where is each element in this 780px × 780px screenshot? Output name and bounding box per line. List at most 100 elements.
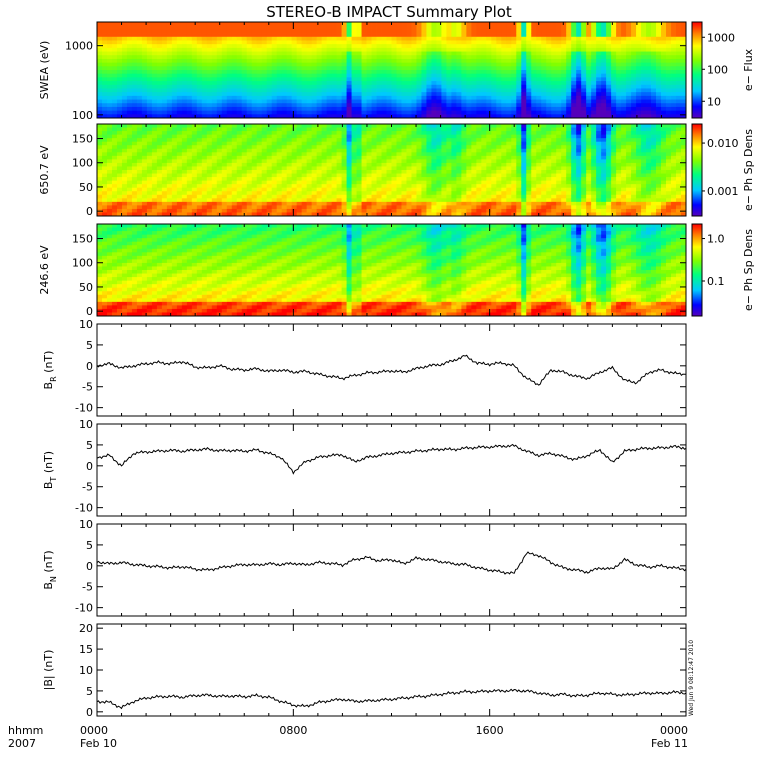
heatmap-cell [336, 33, 342, 38]
heatmap-cell [411, 73, 417, 78]
heatmap-cell [371, 162, 377, 167]
heatmap-cell [181, 36, 188, 41]
heatmap-cell [161, 141, 168, 146]
heatmap-cell [391, 184, 397, 189]
heatmap-cell [501, 103, 507, 108]
heatmap-cell [97, 212, 103, 217]
heatmap-cell [346, 95, 352, 100]
heatmap-cell [191, 194, 198, 199]
heatmap-cell [386, 40, 392, 45]
heatmap-cell [156, 55, 163, 60]
heatmap-cell [191, 131, 198, 136]
heatmap-cell [111, 106, 118, 112]
heatmap-cell [351, 166, 357, 171]
heatmap-cell [341, 212, 347, 217]
heatmap-cell [636, 33, 642, 38]
heatmap-cell [371, 131, 377, 136]
heatmap-cell [621, 110, 627, 115]
heatmap-cell [631, 33, 637, 38]
heatmap-cell [401, 127, 407, 132]
heatmap-cell [511, 29, 517, 34]
heatmap-cell [621, 88, 627, 93]
heatmap-cell [206, 138, 213, 143]
heatmap-cell [121, 40, 128, 45]
heatmap-cell [326, 145, 332, 150]
heatmap-cell [236, 124, 243, 128]
heatmap-cell [136, 114, 143, 119]
heatmap-cell [366, 62, 372, 67]
heatmap-cell [371, 106, 377, 112]
heatmap-cell [406, 145, 412, 150]
heatmap-cell [626, 47, 632, 52]
heatmap-cell [351, 205, 357, 210]
heatmap-cell [446, 177, 452, 182]
heatmap-cell [361, 29, 367, 34]
heatmap-cell [356, 138, 362, 143]
heatmap-cell [161, 170, 168, 174]
heatmap-cell [101, 44, 108, 49]
heatmap-cell [556, 110, 562, 115]
heatmap-cell [191, 159, 198, 164]
heatmap-cell [501, 73, 507, 78]
heatmap-cell [681, 77, 687, 82]
heatmap-cell [271, 194, 278, 199]
heatmap-cell [446, 155, 452, 160]
heatmap-cell [336, 187, 342, 192]
heatmap-cell [336, 148, 342, 153]
heatmap-cell [361, 51, 367, 56]
heatmap-cell [501, 84, 507, 89]
heatmap-cell [211, 127, 218, 132]
heatmap-cell [436, 205, 442, 210]
heatmap-cell [571, 58, 577, 64]
heatmap-cell [151, 55, 158, 60]
heatmap-cell [111, 40, 118, 45]
heatmap-cell [406, 77, 412, 82]
heatmap-cell [411, 106, 417, 112]
heatmap-cell [181, 70, 188, 75]
heatmap-cell [141, 22, 148, 27]
heatmap-cell [111, 155, 118, 160]
heatmap-cell [256, 55, 263, 60]
heatmap-cell [251, 106, 258, 112]
heatmap-cell [346, 58, 352, 64]
heatmap-cell [306, 124, 313, 128]
heatmap-cell [196, 212, 203, 217]
heatmap-cell [621, 114, 627, 119]
heatmap-cell [541, 95, 547, 100]
heatmap-cell [301, 70, 308, 75]
heatmap-cell [621, 40, 627, 45]
heatmap-cell [351, 191, 357, 196]
heatmap-cell [561, 77, 567, 82]
heatmap-cell [516, 70, 522, 75]
heatmap-cell [601, 73, 607, 78]
heatmap-cell [291, 187, 298, 192]
heatmap-cell [166, 106, 173, 112]
heatmap-cell [441, 173, 447, 178]
heatmap-cell [236, 110, 243, 115]
heatmap-cell [481, 33, 487, 38]
heatmap-cell [331, 66, 337, 71]
heatmap-cell [171, 184, 178, 189]
heatmap-cell [271, 114, 278, 119]
heatmap-cell [436, 47, 442, 52]
heatmap-cell [221, 155, 228, 160]
heatmap-cell [576, 106, 582, 112]
heatmap-cell [176, 145, 183, 150]
heatmap-cell [271, 40, 278, 45]
heatmap-cell [431, 159, 437, 164]
heatmap-cell [301, 95, 308, 100]
heatmap-cell [256, 124, 263, 128]
heatmap-cell [371, 51, 377, 56]
heatmap-cell [661, 99, 667, 104]
heatmap-cell [316, 148, 323, 153]
heatmap-cell [101, 73, 108, 78]
heatmap-cell [311, 51, 318, 56]
heatmap-cell [226, 127, 233, 132]
heatmap-cell [186, 106, 193, 112]
heatmap-cell [591, 55, 597, 60]
heatmap-cell [116, 106, 123, 112]
heatmap-cell [136, 187, 143, 192]
heatmap-cell [246, 88, 253, 93]
heatmap-cell [131, 170, 138, 174]
heatmap-cell [266, 134, 273, 139]
